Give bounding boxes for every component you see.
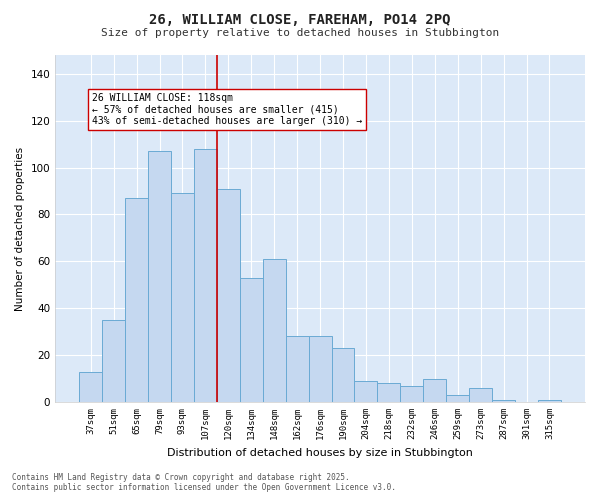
Text: 26 WILLIAM CLOSE: 118sqm
← 57% of detached houses are smaller (415)
43% of semi-: 26 WILLIAM CLOSE: 118sqm ← 57% of detach… xyxy=(92,92,362,126)
Bar xyxy=(308,336,332,402)
X-axis label: Distribution of detached houses by size in Stubbington: Distribution of detached houses by size … xyxy=(167,448,473,458)
Bar xyxy=(148,151,171,402)
Bar xyxy=(240,278,263,402)
Text: Contains HM Land Registry data © Crown copyright and database right 2025.
Contai: Contains HM Land Registry data © Crown c… xyxy=(12,473,396,492)
Bar xyxy=(217,188,240,402)
Text: Size of property relative to detached houses in Stubbington: Size of property relative to detached ho… xyxy=(101,28,499,38)
Bar xyxy=(492,400,515,402)
Bar xyxy=(263,259,286,402)
Bar xyxy=(377,384,400,402)
Bar xyxy=(469,388,492,402)
Bar xyxy=(171,194,194,402)
Text: 26, WILLIAM CLOSE, FAREHAM, PO14 2PQ: 26, WILLIAM CLOSE, FAREHAM, PO14 2PQ xyxy=(149,12,451,26)
Bar xyxy=(355,381,377,402)
Bar xyxy=(423,378,446,402)
Bar xyxy=(102,320,125,402)
Y-axis label: Number of detached properties: Number of detached properties xyxy=(15,146,25,310)
Bar xyxy=(79,372,102,402)
Bar xyxy=(286,336,308,402)
Bar xyxy=(538,400,561,402)
Bar xyxy=(400,386,423,402)
Bar xyxy=(446,395,469,402)
Bar xyxy=(332,348,355,402)
Bar xyxy=(194,149,217,402)
Bar xyxy=(125,198,148,402)
